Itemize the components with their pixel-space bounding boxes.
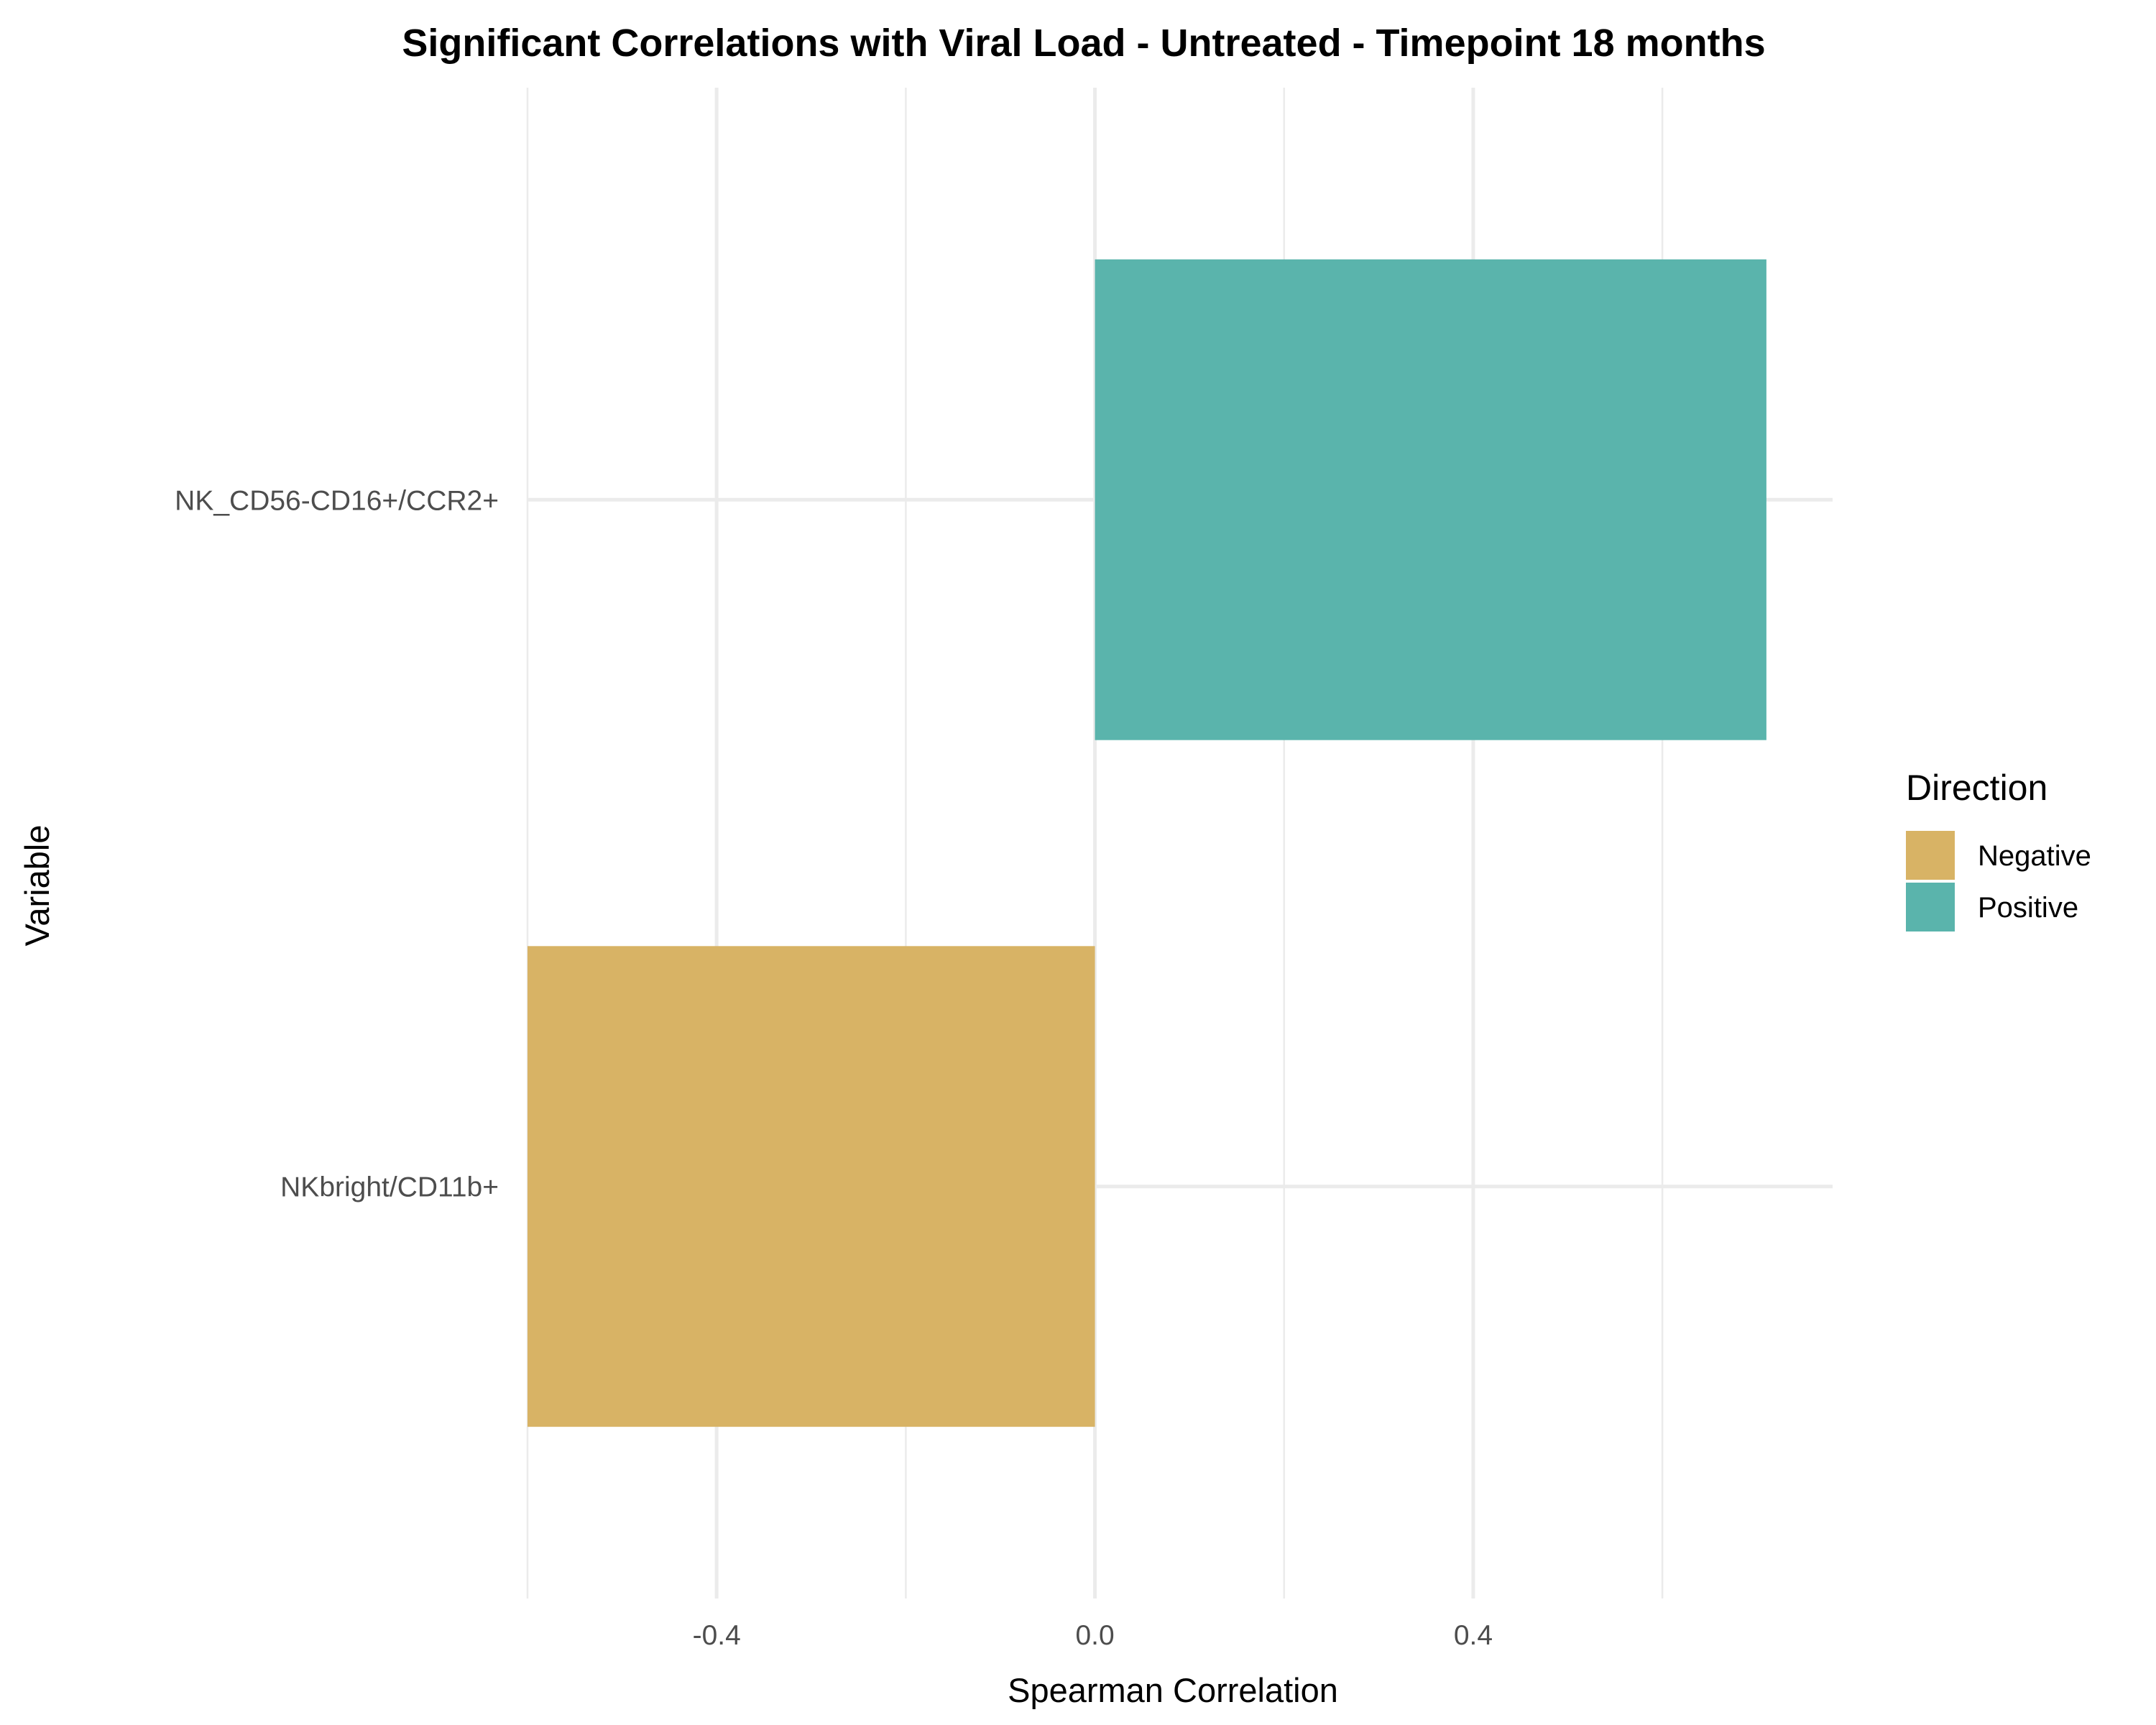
y-axis-title: Variable — [18, 825, 56, 947]
legend-item-negative: Negative — [1906, 831, 2091, 880]
y-tick-label: NKbright/CD11b+ — [280, 1172, 499, 1203]
legend-item-positive: Positive — [1906, 883, 2078, 932]
legend-label-negative: Negative — [1978, 840, 2091, 872]
axis-ticks: -0.4 0.0 0.4 NK_CD56-CD16+/CCR2+ NKbright/CD… — [175, 485, 1493, 1651]
legend-swatch-negative — [1906, 831, 1955, 880]
chart-title: Significant Correlations with Viral Load… — [402, 22, 1765, 65]
x-tick-label: 0.0 — [1075, 1620, 1114, 1651]
bars — [528, 259, 1766, 1427]
x-tick-label: 0.4 — [1454, 1620, 1493, 1651]
x-tick-label: -0.4 — [693, 1620, 741, 1651]
legend-label-positive: Positive — [1978, 892, 2078, 924]
x-axis-title: Spearman Correlation — [1008, 1671, 1338, 1709]
y-tick-label: NK_CD56-CD16+/CCR2+ — [175, 485, 499, 516]
bar-nk-cd56-cd16-ccr2- — [1095, 259, 1766, 740]
legend: Direction Negative Positive — [1906, 768, 2091, 932]
legend-swatch-positive — [1906, 883, 1955, 932]
legend-title: Direction — [1906, 768, 2047, 808]
bar-nkbright-cd11b- — [528, 946, 1095, 1427]
